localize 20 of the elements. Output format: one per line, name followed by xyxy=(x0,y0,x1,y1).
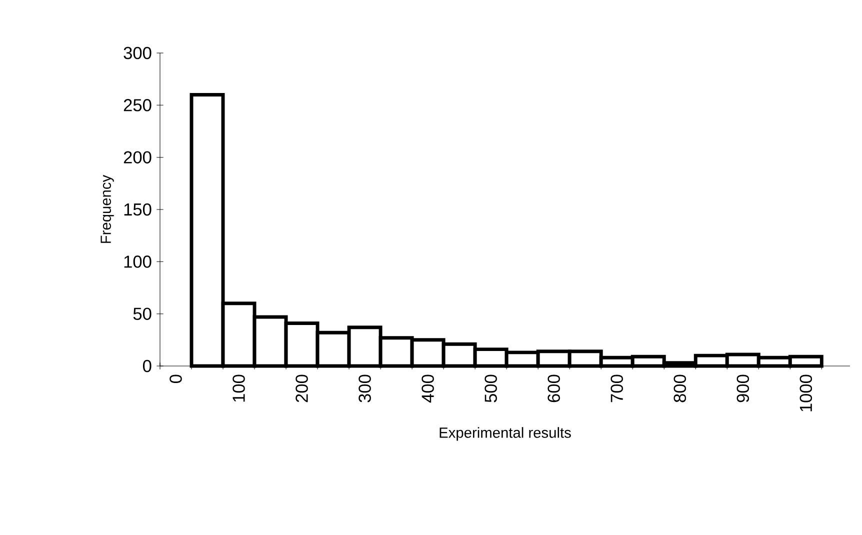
y-tick-label: 250 xyxy=(124,99,152,112)
x-tick-label: 0 xyxy=(170,374,182,384)
x-axis-title: Experimental results xyxy=(440,427,571,441)
x-tick-label: 500 xyxy=(484,374,497,402)
x-tick-label: 300 xyxy=(358,374,371,402)
y-tick-label: 300 xyxy=(124,46,152,60)
y-axis-title: Frequency xyxy=(100,174,114,243)
x-tick-label: 700 xyxy=(610,374,623,402)
x-tick-label: 800 xyxy=(674,374,686,402)
x-tick-label: 600 xyxy=(548,374,560,402)
y-tick-label: 200 xyxy=(124,151,152,164)
x-tick-label: 200 xyxy=(296,374,308,402)
x-tick-label: 400 xyxy=(422,374,434,403)
x-tick-label: 1000 xyxy=(800,374,812,412)
y-tick-label: 50 xyxy=(133,308,152,320)
y-tick-label: 150 xyxy=(124,203,152,216)
x-tick-label: 100 xyxy=(232,374,245,402)
x-tick-label: 900 xyxy=(736,374,750,402)
y-tick-label: 100 xyxy=(124,256,152,268)
y-tick-label: 0 xyxy=(142,360,152,372)
